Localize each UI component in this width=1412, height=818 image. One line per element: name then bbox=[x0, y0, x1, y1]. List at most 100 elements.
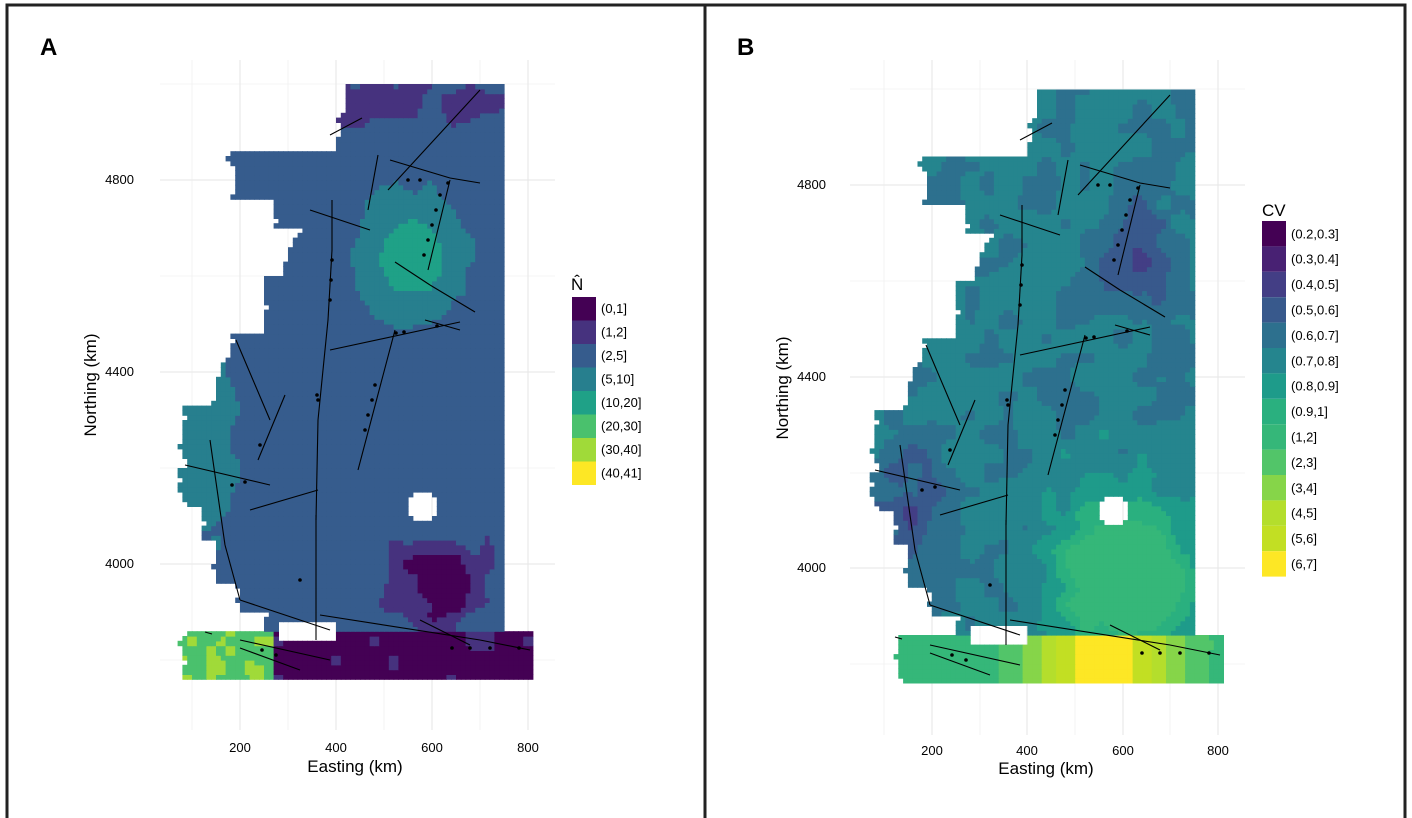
heatmap-cell bbox=[350, 511, 356, 517]
heatmap-cell bbox=[465, 482, 471, 488]
heatmap-cell bbox=[302, 314, 308, 320]
heatmap-cell bbox=[244, 592, 251, 599]
heatmap-cell bbox=[235, 415, 241, 421]
heatmap-cell bbox=[345, 674, 351, 680]
heatmap-cell bbox=[216, 645, 222, 651]
heatmap-cell bbox=[393, 612, 399, 618]
heatmap-cell bbox=[340, 333, 347, 339]
heatmap-cell bbox=[331, 285, 337, 291]
heatmap-cell bbox=[379, 501, 385, 507]
heatmap-cell bbox=[508, 631, 515, 637]
heatmap-cell bbox=[427, 367, 433, 373]
heatmap-cell bbox=[403, 333, 409, 339]
heatmap-cell bbox=[307, 578, 313, 584]
heatmap-cell bbox=[446, 511, 452, 517]
heatmap-cell bbox=[398, 482, 404, 488]
heatmap-cell bbox=[254, 511, 260, 517]
heatmap-cell bbox=[326, 564, 332, 570]
heatmap-cell bbox=[470, 669, 476, 675]
heatmap-cell bbox=[427, 549, 433, 555]
heatmap-cell bbox=[235, 520, 241, 527]
heatmap-cell bbox=[384, 496, 390, 503]
heatmap-cell bbox=[388, 434, 395, 440]
heatmap-cell bbox=[216, 530, 222, 536]
heatmap-cell bbox=[446, 549, 452, 555]
heatmap-cell bbox=[475, 391, 481, 397]
heatmap-cell bbox=[297, 324, 303, 330]
heatmap-cell bbox=[451, 463, 457, 469]
heatmap-cell bbox=[264, 492, 270, 498]
heatmap-cell bbox=[360, 640, 366, 647]
heatmap-cell bbox=[451, 372, 457, 378]
heatmap-cell bbox=[283, 420, 289, 426]
heatmap-cell bbox=[432, 655, 438, 661]
heatmap-cell bbox=[316, 597, 323, 603]
heatmap-cell bbox=[484, 463, 491, 469]
heatmap-cell bbox=[484, 285, 491, 291]
heatmap-cell bbox=[427, 540, 433, 546]
heatmap-cell bbox=[379, 381, 385, 387]
heatmap-cell bbox=[451, 506, 457, 512]
heatmap-cell bbox=[278, 405, 284, 411]
heatmap-cell bbox=[499, 453, 505, 459]
heatmap-cell bbox=[278, 640, 284, 647]
heatmap-cell bbox=[278, 415, 284, 421]
heatmap-cell bbox=[508, 669, 515, 675]
heatmap-cell bbox=[528, 650, 534, 656]
heatmap-cell bbox=[268, 314, 275, 320]
heatmap-cell bbox=[412, 333, 419, 339]
heatmap-cell bbox=[465, 535, 471, 541]
heatmap-cell bbox=[206, 429, 212, 435]
heatmap-cell bbox=[345, 372, 351, 378]
heatmap-cell bbox=[384, 472, 390, 479]
heatmap-cell bbox=[331, 655, 337, 661]
heatmap-cell bbox=[316, 535, 323, 541]
heatmap-cell bbox=[216, 520, 222, 527]
heatmap-cell bbox=[360, 626, 366, 632]
heatmap-cell bbox=[340, 280, 347, 287]
heatmap-cell bbox=[417, 631, 423, 637]
heatmap-cell bbox=[259, 333, 265, 339]
heatmap-cell bbox=[230, 472, 236, 479]
heatmap-cell bbox=[340, 357, 347, 363]
heatmap-cell bbox=[417, 616, 423, 623]
heatmap-cell bbox=[432, 636, 438, 642]
heatmap-cell bbox=[456, 285, 462, 291]
heatmap-cell bbox=[355, 415, 361, 421]
heatmap-cell bbox=[470, 564, 476, 570]
heatmap-cell bbox=[240, 655, 246, 661]
heatmap-cell bbox=[259, 420, 265, 426]
heatmap-cell bbox=[316, 650, 323, 656]
heatmap-cell bbox=[446, 396, 452, 402]
heatmap-cell bbox=[484, 674, 491, 680]
heatmap-cell bbox=[307, 664, 313, 671]
heatmap-cell bbox=[475, 549, 481, 555]
heatmap-cell bbox=[388, 367, 395, 373]
heatmap-cell bbox=[489, 482, 495, 488]
heatmap-cell bbox=[211, 448, 217, 455]
heatmap-cell bbox=[465, 554, 471, 560]
heatmap-cell bbox=[470, 444, 476, 450]
heatmap-cell bbox=[388, 645, 395, 651]
heatmap-cell bbox=[240, 602, 246, 608]
heatmap-cell bbox=[379, 640, 385, 647]
heatmap-cell bbox=[408, 544, 414, 551]
heatmap-cell bbox=[254, 453, 260, 459]
heatmap-cell bbox=[360, 660, 366, 666]
heatmap-cell bbox=[316, 602, 323, 608]
heatmap-cell bbox=[422, 391, 428, 397]
heatmap-cell bbox=[307, 544, 313, 551]
heatmap-cell bbox=[331, 343, 337, 349]
heatmap-cell bbox=[259, 458, 265, 464]
heatmap-cell bbox=[336, 333, 342, 339]
heatmap-cell bbox=[268, 285, 275, 291]
heatmap-cell bbox=[235, 357, 241, 363]
heatmap-cell bbox=[364, 674, 371, 680]
heatmap-cell bbox=[412, 343, 419, 349]
heatmap-cell bbox=[264, 357, 270, 363]
heatmap-cell bbox=[336, 573, 342, 579]
heatmap-cell bbox=[273, 463, 279, 469]
heatmap-cell bbox=[278, 304, 284, 311]
heatmap-cell bbox=[460, 631, 467, 637]
heatmap-cell bbox=[240, 544, 246, 551]
